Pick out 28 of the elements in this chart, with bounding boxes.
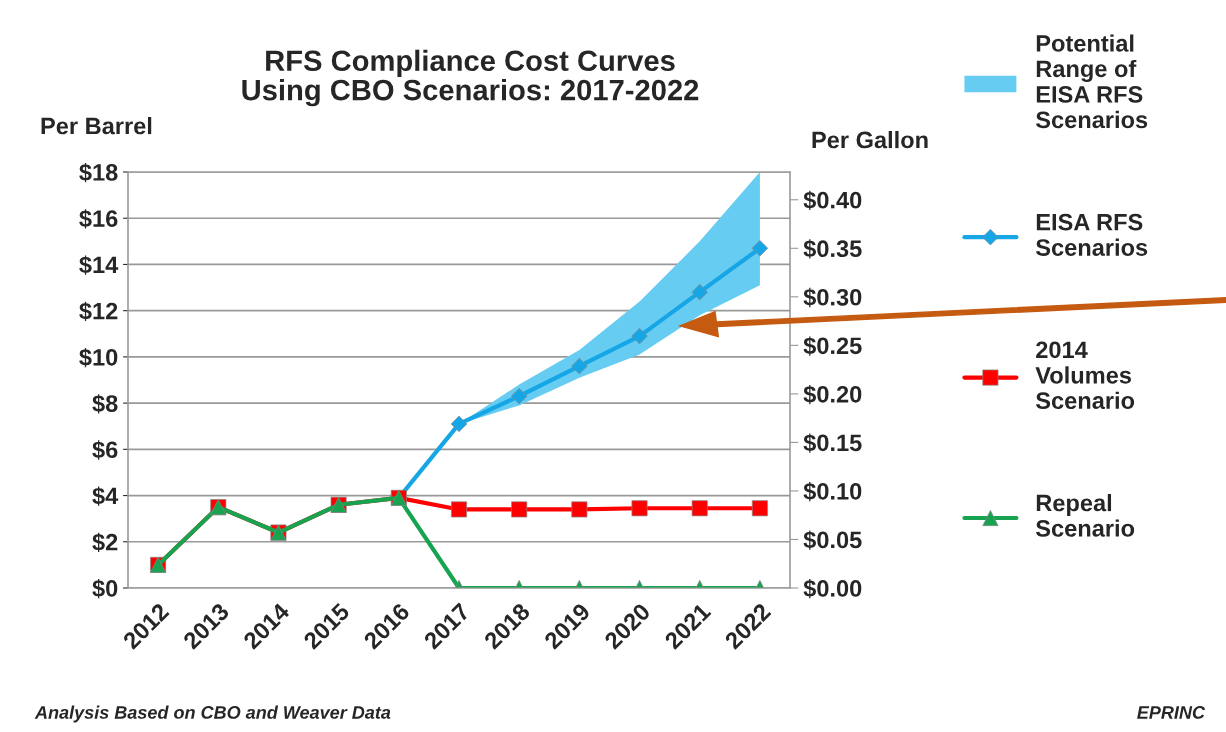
y-tick-label: $8 [92, 394, 118, 414]
y2-tick-label: $0.20 [803, 384, 862, 405]
legend-label: 2014 Volumes Scenario [1035, 341, 1135, 410]
y-tick-label: $16 [79, 209, 118, 229]
legend-label: Repeal Scenario [1035, 494, 1135, 537]
legend-label: EISA RFS Scenarios [1035, 213, 1148, 256]
y-tick-label: $0 [92, 579, 118, 599]
y-tick-label: $12 [79, 301, 118, 321]
y2-tick-label: $0.25 [803, 336, 862, 356]
y2-axis-title: Per Gallon [812, 131, 928, 149]
y-tick-label: $4 [92, 486, 119, 506]
y2-tick-label: $0.30 [803, 287, 862, 308]
text: EPRINC [1137, 706, 1206, 719]
y2-tick-label: $0.10 [803, 481, 862, 502]
y2-tick-label: $0.40 [803, 190, 862, 211]
y-tick-label: $2 [92, 532, 118, 553]
chart-title: RFS Compliance Cost Curves Using CBO Scenarios: 2017-2022 [242, 49, 699, 107]
y-tick-label: $6 [92, 440, 118, 460]
y-tick-label: $18 [79, 163, 118, 183]
text: Analysis Based on CBO and Weaver Data [34, 705, 391, 723]
y-tick-label: $10 [79, 347, 118, 368]
y2-tick-label: $0.00 [803, 579, 862, 599]
y2-tick-label: $0.05 [803, 530, 862, 550]
legend-label: Potential Range of EISA RFS Scenarios [1035, 34, 1148, 129]
y2-tick-label: $0.35 [803, 239, 862, 259]
y-tick-label: $14 [79, 255, 119, 275]
y2-tick-label: $0.15 [803, 433, 862, 453]
y-axis-title: Per Barrel [41, 117, 152, 135]
